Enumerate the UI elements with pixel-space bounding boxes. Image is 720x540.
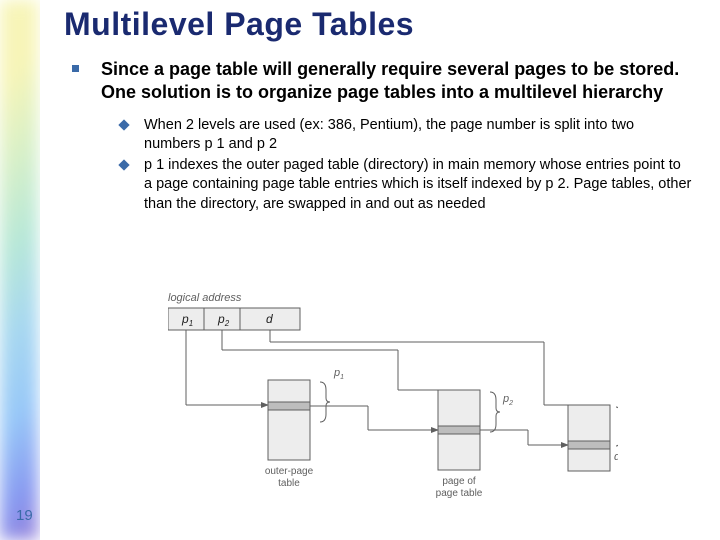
main-bullet-row: Since a page table will generally requir… — [72, 58, 692, 104]
diamond-bullet-icon — [118, 160, 129, 171]
svg-text:d: d — [614, 451, 618, 463]
sub-bullet-row: When 2 levels are used (ex: 386, Pentium… — [120, 116, 692, 154]
physical-page-block — [568, 405, 610, 471]
svg-text:p1: p1 — [333, 367, 344, 381]
sub-bullet-list: When 2 levels are used (ex: 386, Pentium… — [120, 116, 692, 214]
diamond-bullet-icon — [118, 119, 129, 130]
svg-text:table: table — [278, 478, 300, 489]
slide-content: Since a page table will generally requir… — [72, 58, 692, 216]
svg-text:p2: p2 — [502, 393, 513, 407]
page-of-page-table: page of page table — [436, 390, 483, 499]
svg-text:outer-page: outer-page — [265, 466, 314, 477]
slide-title: Multilevel Page Tables — [64, 6, 414, 43]
logical-address-label: logical address — [168, 292, 242, 304]
square-bullet-icon — [72, 65, 79, 72]
sub-bullet-text: When 2 levels are used (ex: 386, Pentium… — [144, 116, 692, 154]
slide-number: 19 — [16, 507, 33, 524]
svg-text:page of: page of — [442, 476, 476, 487]
logical-address-box: p1 p2 d — [168, 308, 300, 330]
svg-text:d: d — [266, 312, 273, 326]
sub-bullet-row: p 1 indexes the outer paged table (direc… — [120, 156, 692, 213]
multilevel-pagetable-diagram: logical address p1 p2 d outer-page table… — [168, 290, 618, 510]
main-bullet-text: Since a page table will generally requir… — [101, 58, 692, 104]
svg-text:page table: page table — [436, 488, 483, 499]
sidebar-gradient — [0, 0, 40, 540]
outer-page-table: outer-page table — [265, 380, 314, 489]
sub-bullet-text: p 1 indexes the outer paged table (direc… — [144, 156, 692, 213]
